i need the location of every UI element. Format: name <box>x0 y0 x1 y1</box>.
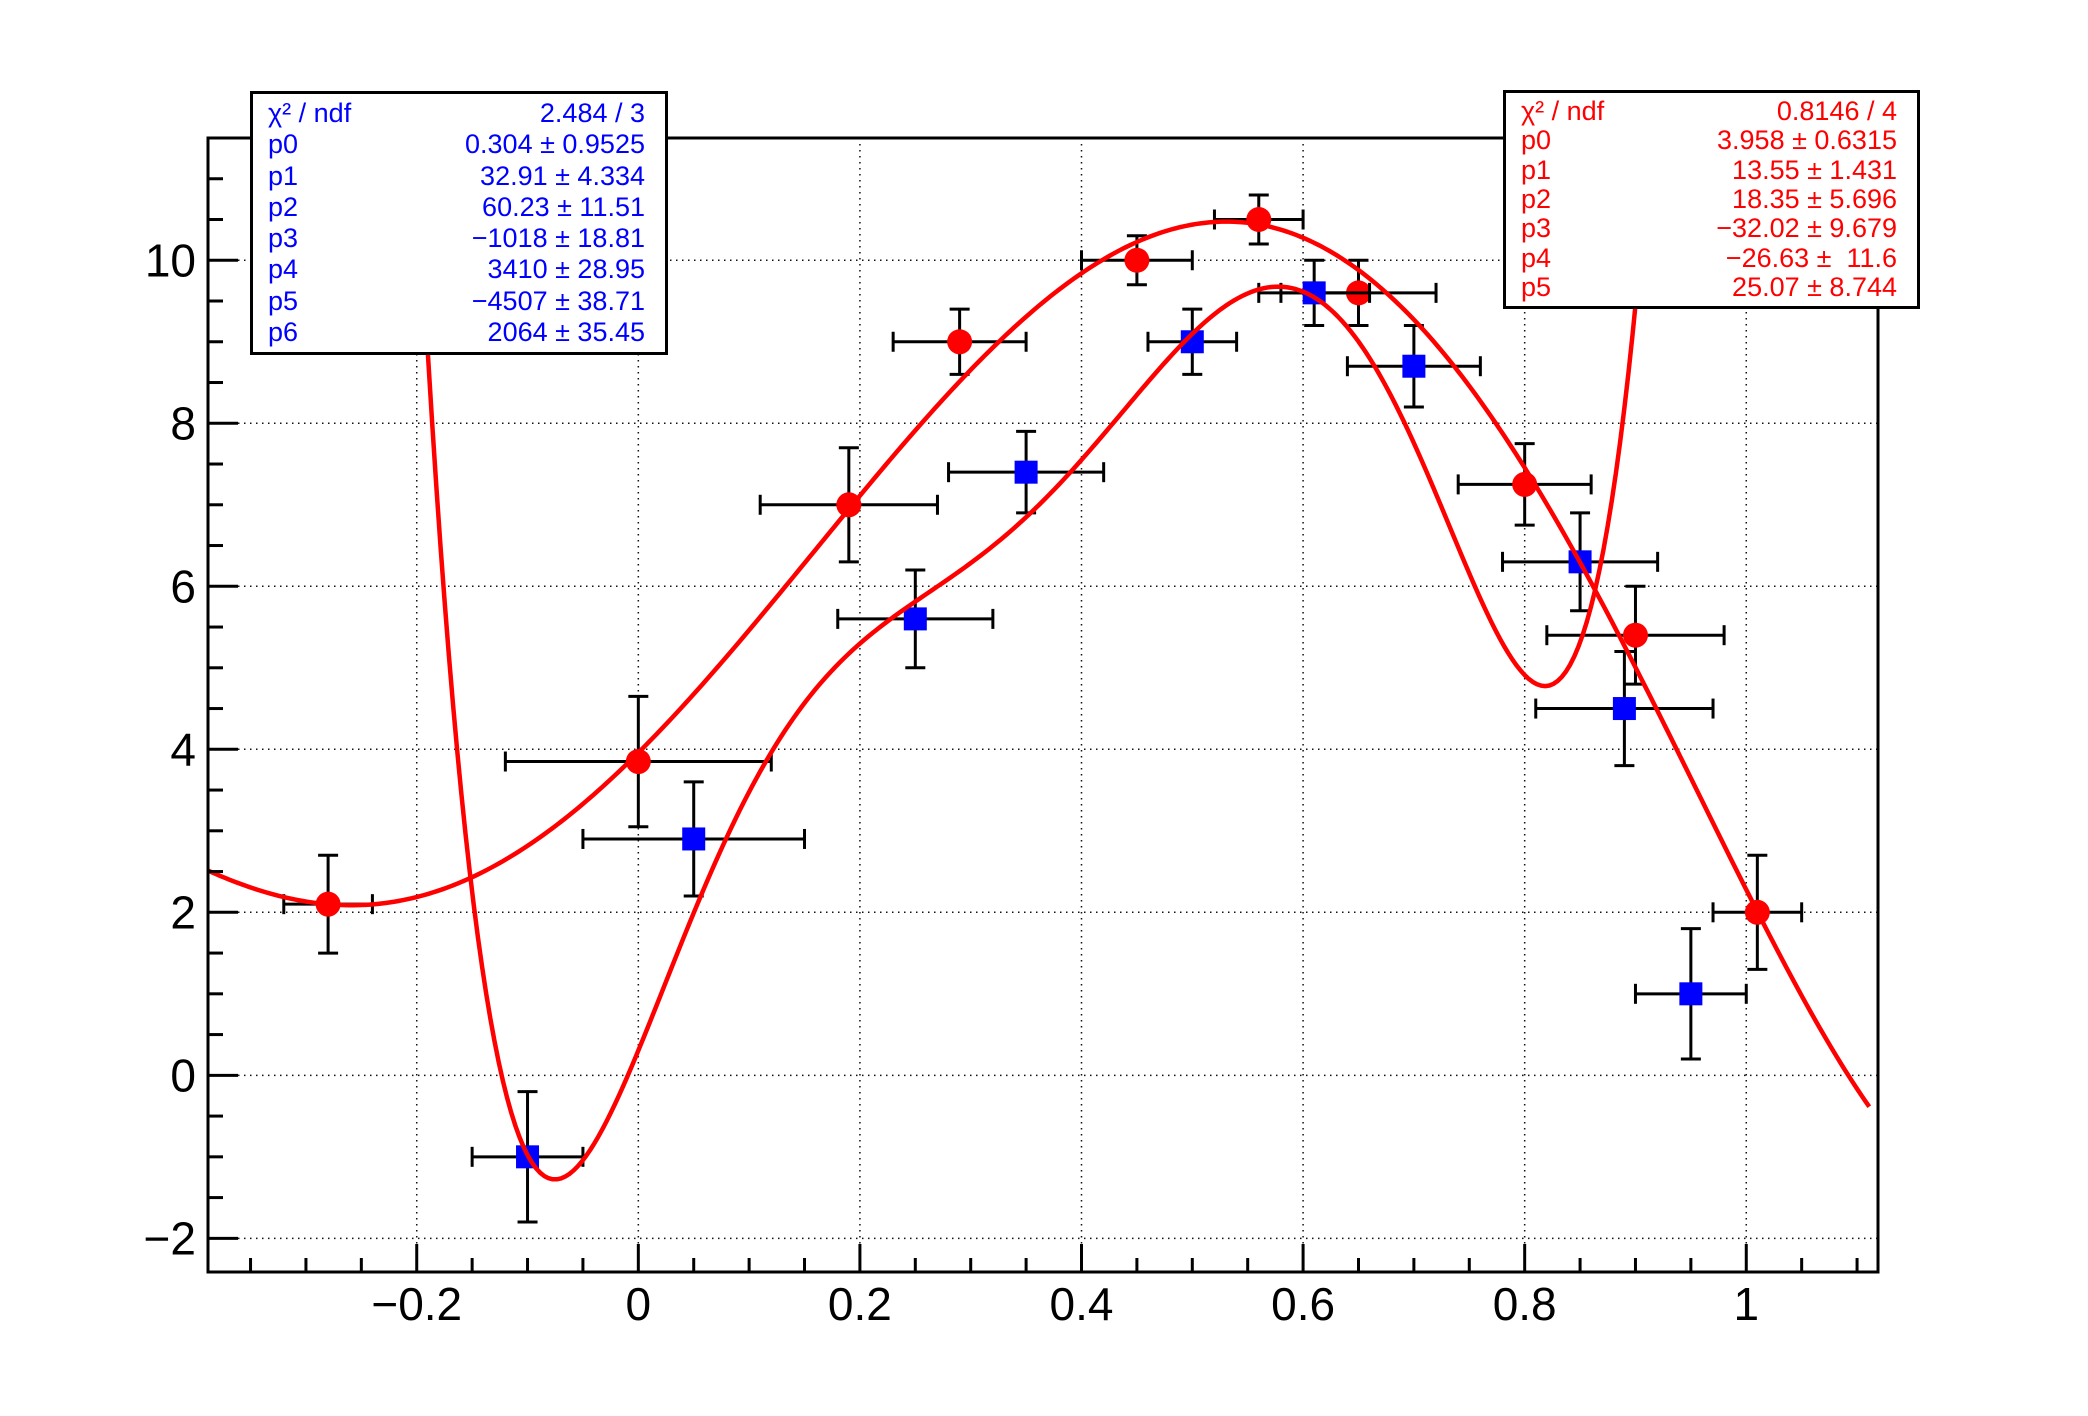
fit-param-row: p1 32.91 ± 4.334 <box>253 161 665 192</box>
fit-param-label: χ² / ndf <box>268 98 352 129</box>
data-point-square <box>1014 460 1038 484</box>
fit-param-row: p6 2064 ± 35.45 <box>253 317 665 348</box>
fit-param-row: p3 −32.02 ± 9.679 <box>1506 214 1917 243</box>
fit-param-label: p2 <box>268 191 299 222</box>
data-point-square <box>1679 982 1703 1006</box>
fit-curve-pol6-fit-to-blue-squares <box>413 138 1653 1182</box>
data-point-square <box>682 827 706 851</box>
data-point-square <box>1612 697 1636 721</box>
fit-param-row: p2 18.35 ± 5.696 <box>1506 185 1917 214</box>
fit-param-value: −1018 ± 18.81 <box>471 223 645 254</box>
fit-param-value: 60.23 ± 11.51 <box>482 191 645 222</box>
fit-param-value: −32.02 ± 9.679 <box>1716 213 1897 244</box>
fit-param-row: p4 −26.63 ± 11.6 <box>1506 243 1917 272</box>
fit-param-label: p0 <box>268 129 299 160</box>
fit-param-label: p6 <box>268 316 299 347</box>
data-point-square <box>1402 354 1426 378</box>
fit-param-value: 2.484 / 3 <box>539 98 645 129</box>
x-axis-tick-label: 0 <box>626 1278 652 1330</box>
axis-ticks <box>208 177 1859 1272</box>
fit-param-value: 25.07 ± 8.744 <box>1732 271 1897 302</box>
y-axis-tick-label: −2 <box>144 1212 196 1264</box>
fit-param-value: 3.958 ± 0.6315 <box>1717 125 1897 156</box>
axis-labels: −0.2 0 0.2 0.4 0.6 0.8 1 −2 0 2 4 6 8 10 <box>144 234 1760 1330</box>
fit-param-row: χ² / ndf 0.8146 / 4 <box>1506 97 1917 126</box>
error-bars <box>470 258 1748 1224</box>
x-axis-tick-label: 0.2 <box>828 1278 892 1330</box>
fit-param-label: p5 <box>268 285 299 316</box>
stat-box-pol5-fit: χ² / ndf 0.8146 / 4 p0 3.958 ± 0.6315 p1… <box>1503 90 1920 309</box>
fit-param-label: p4 <box>1521 242 1552 273</box>
fit-param-label: p1 <box>268 160 299 191</box>
fit-param-value: 3410 ± 28.95 <box>487 254 645 285</box>
fit-param-label: p5 <box>1521 271 1552 302</box>
fit-param-row: p1 13.55 ± 1.431 <box>1506 156 1917 185</box>
fit-param-value: 0.8146 / 4 <box>1776 96 1897 127</box>
x-axis-tick-label: 0.4 <box>1050 1278 1114 1330</box>
fit-param-row: p0 0.304 ± 0.9525 <box>253 129 665 160</box>
y-axis-tick-label: 0 <box>170 1049 196 1101</box>
fit-param-label: p4 <box>268 254 299 285</box>
series-red-circles <box>282 193 1804 971</box>
x-axis-tick-label: 0.6 <box>1271 1278 1335 1330</box>
fit-param-row: χ² / ndf 2.484 / 3 <box>253 98 665 129</box>
data-point-circle <box>1124 247 1150 273</box>
fit-param-label: p1 <box>1521 154 1552 185</box>
fit-param-label: p2 <box>1521 183 1552 214</box>
fit-param-row: p2 60.23 ± 11.51 <box>253 192 665 223</box>
data-point-circle <box>947 329 973 355</box>
fit-param-row: p5 25.07 ± 8.744 <box>1506 273 1917 302</box>
fit-param-value: −26.63 ± 11.6 <box>1725 242 1897 273</box>
fit-param-label: p3 <box>268 223 299 254</box>
x-axis-tick-label: 1 <box>1733 1278 1759 1330</box>
stat-box-pol6-fit: χ² / ndf 2.484 / 3 p0 0.304 ± 0.9525 p1 … <box>250 91 668 355</box>
fit-param-value: −4507 ± 38.71 <box>471 285 645 316</box>
y-axis-tick-label: 2 <box>170 886 196 938</box>
y-axis-tick-label: 10 <box>145 234 196 286</box>
fit-param-row: p4 3410 ± 28.95 <box>253 254 665 285</box>
y-axis-tick-label: 6 <box>170 560 196 612</box>
fit-param-value: 13.55 ± 1.431 <box>1732 154 1897 185</box>
data-point-circle <box>1622 622 1648 648</box>
fit-param-value: 32.91 ± 4.334 <box>480 160 645 191</box>
data-point-square <box>1180 330 1204 354</box>
fit-param-row: p0 3.958 ± 0.6315 <box>1506 126 1917 155</box>
y-axis-tick-label: 8 <box>170 397 196 449</box>
data-point-square <box>903 607 927 631</box>
grid-lines <box>208 138 1878 1272</box>
data-point-circle <box>625 749 651 775</box>
fit-param-row: p3 −1018 ± 18.81 <box>253 223 665 254</box>
plot-frame <box>206 136 1880 1274</box>
fit-param-label: p0 <box>1521 125 1552 156</box>
fit-param-value: 2064 ± 35.45 <box>487 316 645 347</box>
fit-curves <box>208 138 1872 1182</box>
fit-param-label: χ² / ndf <box>1521 96 1605 127</box>
fit-param-value: 18.35 ± 5.696 <box>1732 183 1897 214</box>
y-axis-tick-label: 4 <box>170 723 196 775</box>
x-axis-tick-label: 0.8 <box>1493 1278 1557 1330</box>
x-axis-tick-label: −0.2 <box>371 1278 462 1330</box>
fit-param-row: p5 −4507 ± 38.71 <box>253 286 665 317</box>
fit-param-label: p3 <box>1521 213 1552 244</box>
fit-curve-pol5-fit-to-red-circles <box>208 219 1872 1109</box>
fit-param-value: 0.304 ± 0.9525 <box>465 129 645 160</box>
